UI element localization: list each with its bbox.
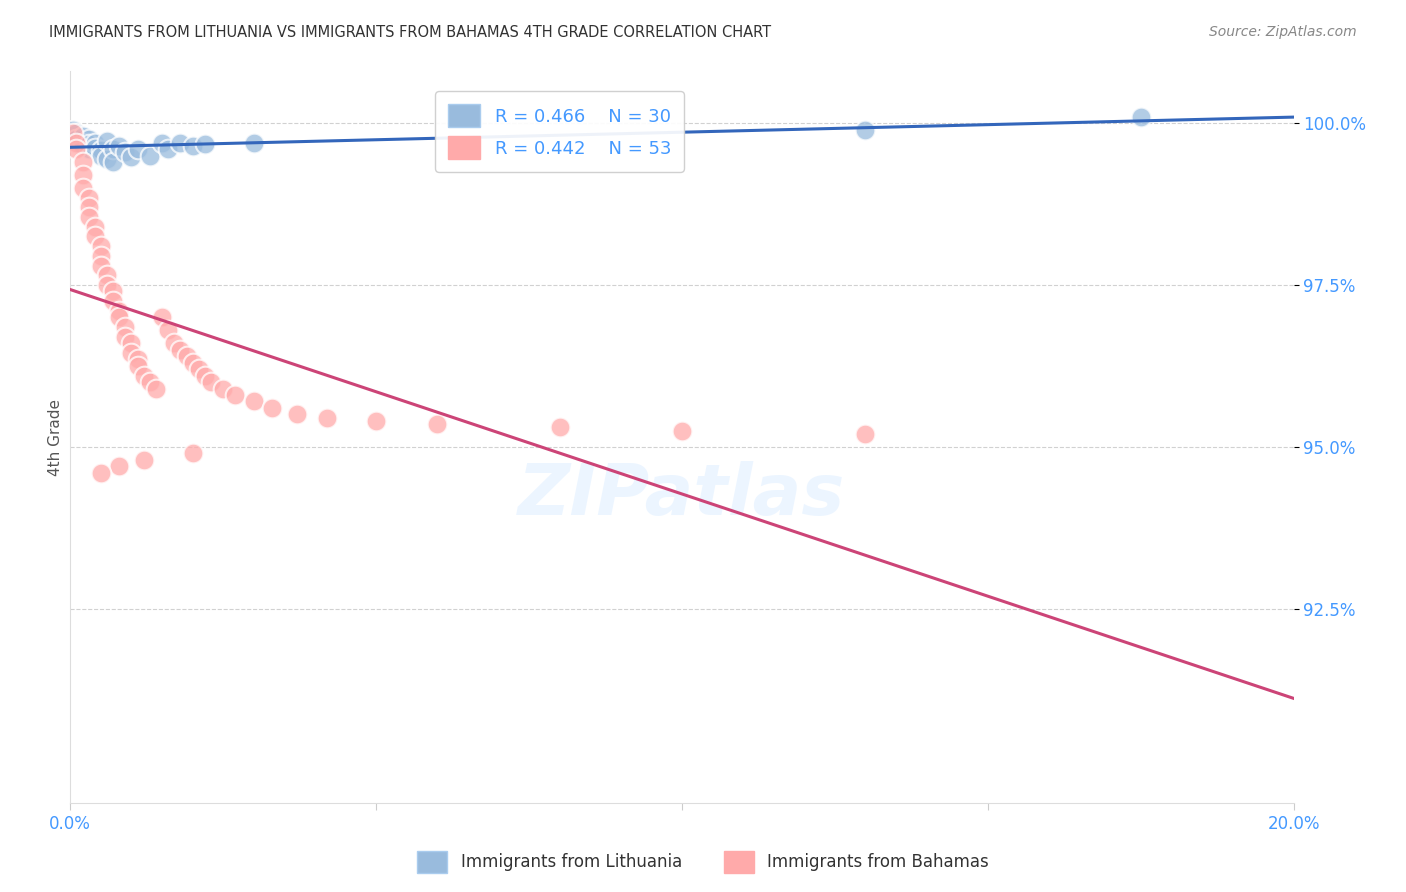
- Point: [101, 155, 124, 169]
- Point: [163, 336, 186, 351]
- Point: [150, 136, 173, 150]
- Legend: Immigrants from Lithuania, Immigrants from Bahamas: Immigrants from Lithuania, Immigrants fr…: [411, 845, 995, 880]
- Point: [132, 452, 155, 467]
- Point: [72, 129, 94, 144]
- Point: [77, 200, 100, 214]
- Point: [194, 136, 217, 151]
- Point: [285, 408, 308, 422]
- Point: [90, 466, 112, 480]
- Point: [90, 144, 112, 158]
- Point: [108, 303, 131, 318]
- Point: [150, 310, 173, 325]
- Point: [114, 320, 136, 334]
- Point: [212, 382, 235, 396]
- Point: [187, 362, 209, 376]
- Point: [200, 375, 222, 389]
- Y-axis label: 4th Grade: 4th Grade: [48, 399, 63, 475]
- Point: [90, 148, 112, 162]
- Point: [72, 155, 94, 169]
- Point: [108, 138, 131, 153]
- Point: [316, 410, 339, 425]
- Point: [121, 336, 143, 351]
- Point: [72, 168, 94, 182]
- Point: [96, 268, 118, 283]
- Point: [83, 136, 105, 150]
- Point: [224, 388, 246, 402]
- Point: [114, 330, 136, 344]
- Legend: R = 0.466    N = 30, R = 0.442    N = 53: R = 0.466 N = 30, R = 0.442 N = 53: [436, 91, 683, 172]
- Point: [181, 446, 204, 460]
- Point: [157, 142, 180, 156]
- Point: [139, 148, 162, 162]
- Point: [243, 394, 266, 409]
- Point: [77, 210, 100, 224]
- Point: [121, 346, 143, 360]
- Point: [139, 375, 162, 389]
- Point: [548, 420, 571, 434]
- Point: [671, 424, 693, 438]
- Point: [96, 277, 118, 292]
- Point: [62, 126, 84, 140]
- Point: [121, 150, 143, 164]
- Point: [77, 132, 100, 146]
- Point: [114, 145, 136, 160]
- Point: [127, 142, 149, 156]
- Point: [90, 259, 112, 273]
- Point: [90, 239, 112, 253]
- Point: [108, 310, 131, 325]
- Point: [108, 459, 131, 474]
- Point: [77, 191, 100, 205]
- Point: [65, 126, 87, 140]
- Point: [157, 323, 180, 337]
- Point: [243, 136, 266, 150]
- Point: [169, 343, 191, 357]
- Point: [83, 229, 105, 244]
- Point: [169, 136, 191, 150]
- Point: [132, 368, 155, 383]
- Point: [181, 138, 204, 153]
- Point: [1129, 110, 1152, 124]
- Point: [72, 136, 94, 150]
- Point: [194, 368, 217, 383]
- Point: [127, 352, 149, 367]
- Point: [262, 401, 284, 415]
- Point: [83, 219, 105, 234]
- Point: [96, 134, 118, 148]
- Point: [145, 382, 167, 396]
- Text: Source: ZipAtlas.com: Source: ZipAtlas.com: [1209, 25, 1357, 39]
- Point: [65, 132, 87, 146]
- Point: [72, 138, 94, 153]
- Point: [101, 142, 124, 156]
- Point: [90, 249, 112, 263]
- Point: [62, 122, 84, 136]
- Point: [77, 142, 100, 156]
- Point: [855, 122, 877, 136]
- Point: [96, 152, 118, 166]
- Point: [77, 136, 100, 151]
- Point: [65, 136, 87, 150]
- Point: [101, 294, 124, 309]
- Point: [83, 141, 105, 155]
- Point: [72, 181, 94, 195]
- Point: [181, 356, 204, 370]
- Point: [101, 285, 124, 299]
- Point: [366, 414, 388, 428]
- Point: [65, 142, 87, 156]
- Text: ZIPatlas: ZIPatlas: [519, 461, 845, 530]
- Point: [855, 426, 877, 441]
- Point: [127, 359, 149, 373]
- Point: [176, 349, 198, 363]
- Point: [426, 417, 449, 431]
- Text: IMMIGRANTS FROM LITHUANIA VS IMMIGRANTS FROM BAHAMAS 4TH GRADE CORRELATION CHART: IMMIGRANTS FROM LITHUANIA VS IMMIGRANTS …: [49, 25, 772, 40]
